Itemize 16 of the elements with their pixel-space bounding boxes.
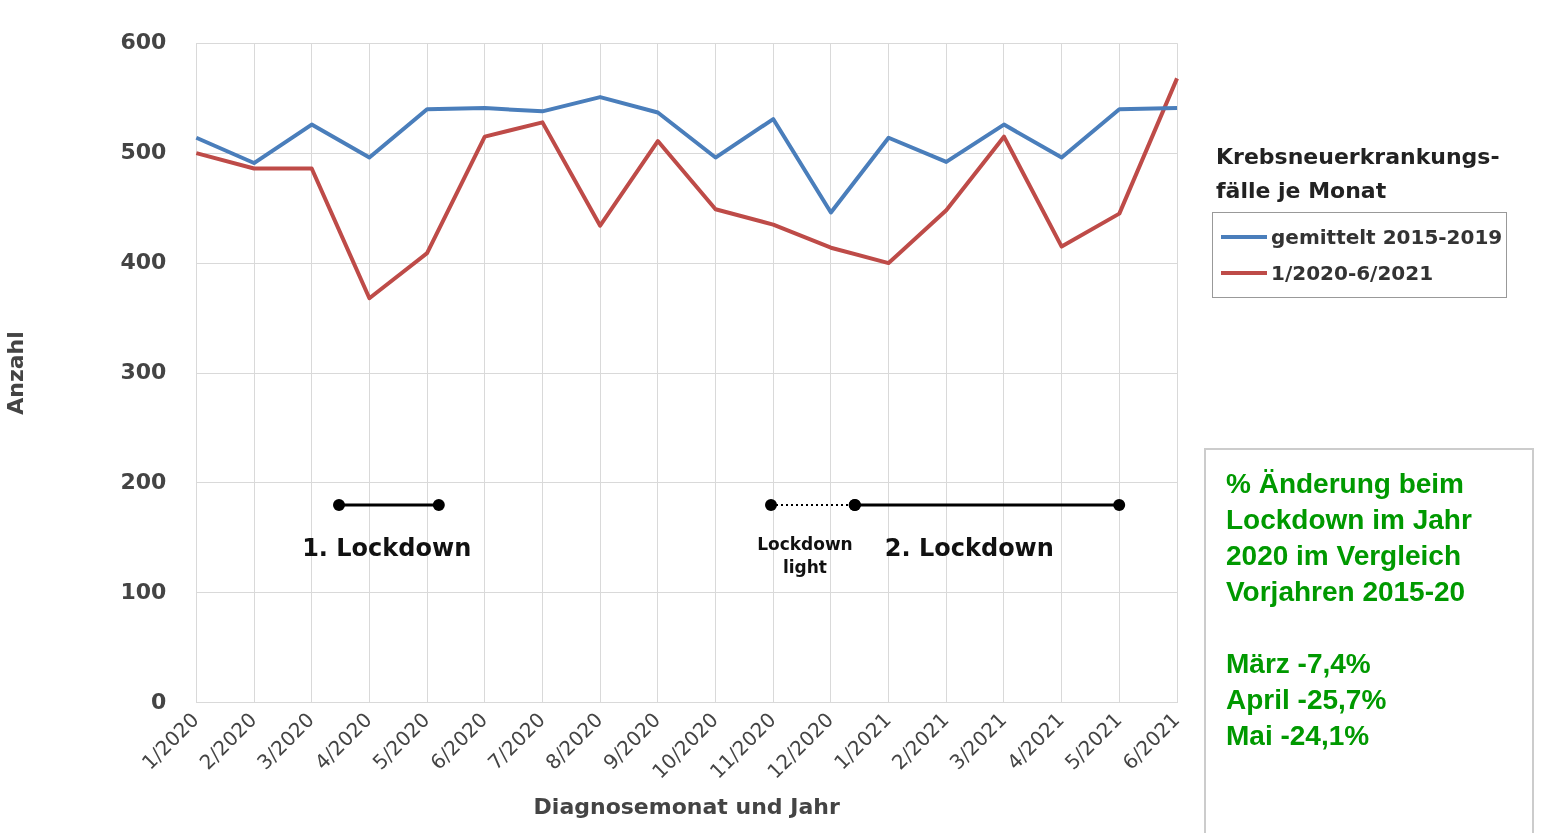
- annotation: 2. Lockdown: [884, 532, 1054, 563]
- y-axis-title: Anzahl: [2, 331, 28, 415]
- y-tick-label: 0: [151, 688, 167, 714]
- y-tick-label: 500: [120, 138, 167, 164]
- y-tick-label: 400: [120, 248, 167, 274]
- legend-title: Krebsneuerkrankungs- fälle je Monat: [1216, 143, 1500, 205]
- y-tick-label: 200: [120, 468, 167, 494]
- text: % Änderung beim Lockdown im Jahr 2020 im Vergleich Vorjahren 2015-20 März -7,4% April -25,7% Mai -24,1%: [1226, 468, 1472, 751]
- y-tick-label: 600: [120, 28, 167, 54]
- x-axis-title: Diagnosemonat und Jahr: [533, 793, 840, 819]
- y-tick-label: 300: [120, 358, 167, 384]
- annotation: 1. Lockdown: [302, 532, 472, 563]
- legend-label: 1/2020-6/2021: [1271, 261, 1434, 285]
- annotation: Lockdown light: [757, 532, 853, 579]
- y-tick-label: 100: [120, 578, 167, 604]
- legend-label: gemittelt 2015-2019: [1271, 225, 1503, 249]
